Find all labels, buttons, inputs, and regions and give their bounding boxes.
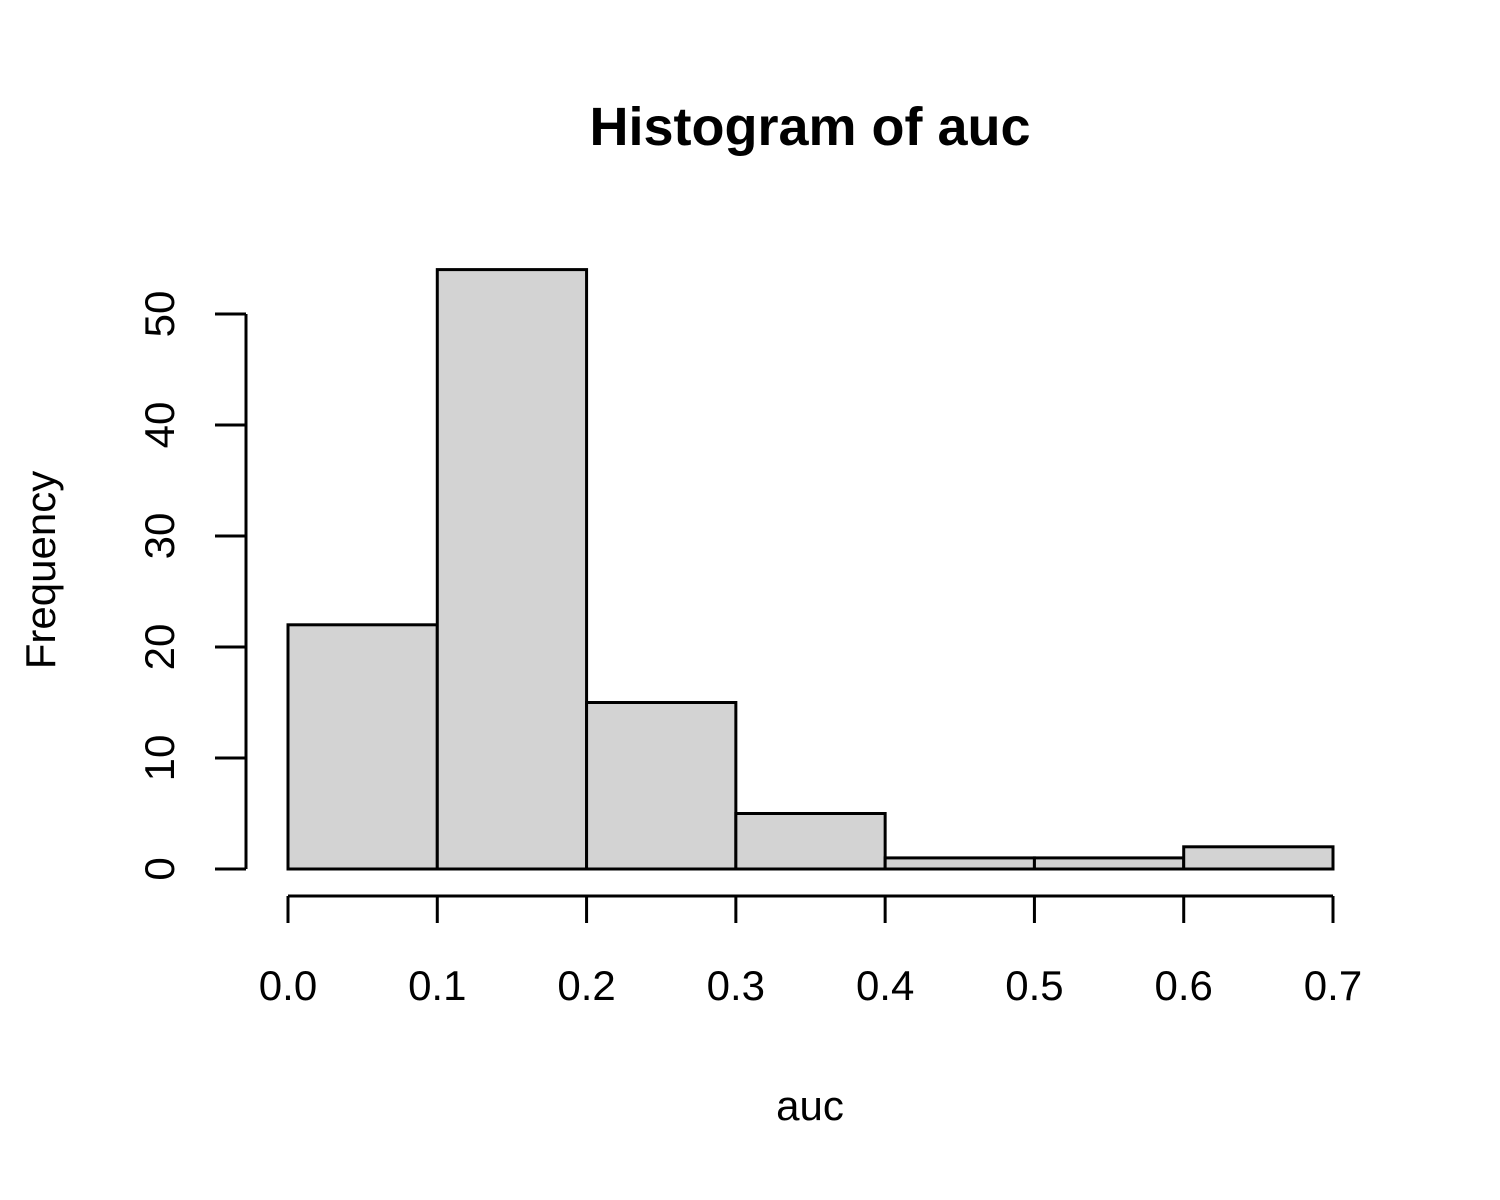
y-tick-label: 10 bbox=[136, 735, 183, 782]
histogram-bar-3 bbox=[734, 812, 887, 871]
x-tick-label: 0.6 bbox=[1155, 962, 1213, 1009]
y-tick-label: 50 bbox=[136, 291, 183, 338]
histogram-bar-1 bbox=[435, 268, 589, 871]
x-tick-label: 0.2 bbox=[557, 962, 615, 1009]
x-axis: 0.0 0.1 0.2 0.3 0.4 0.5 0.6 0.7 bbox=[259, 894, 1362, 1009]
histogram-bar-5 bbox=[1032, 856, 1186, 871]
x-tick-label: 0.4 bbox=[856, 962, 914, 1009]
y-tick-label: 40 bbox=[136, 402, 183, 449]
bars-group bbox=[286, 268, 1335, 871]
y-tick-label: 0 bbox=[136, 857, 183, 880]
x-tick-label: 0.5 bbox=[1005, 962, 1063, 1009]
y-tick-label: 20 bbox=[136, 624, 183, 671]
histogram-bar-2 bbox=[585, 701, 738, 871]
chart-title: Histogram of auc bbox=[589, 97, 1030, 157]
x-tick-label: 0.3 bbox=[707, 962, 765, 1009]
y-axis: 0 10 20 30 40 50 bbox=[136, 291, 248, 881]
x-tick-label: 0.7 bbox=[1304, 962, 1362, 1009]
x-tick-label: 0.0 bbox=[259, 962, 317, 1009]
histogram-bar-6 bbox=[1182, 845, 1335, 871]
y-tick-label: 30 bbox=[136, 513, 183, 560]
y-axis-label: Frequency bbox=[17, 471, 64, 669]
x-tick-label: 0.1 bbox=[408, 962, 466, 1009]
histogram-bar-0 bbox=[286, 623, 439, 871]
x-axis-label: auc bbox=[776, 1082, 844, 1129]
histogram-bar-4 bbox=[883, 856, 1036, 871]
